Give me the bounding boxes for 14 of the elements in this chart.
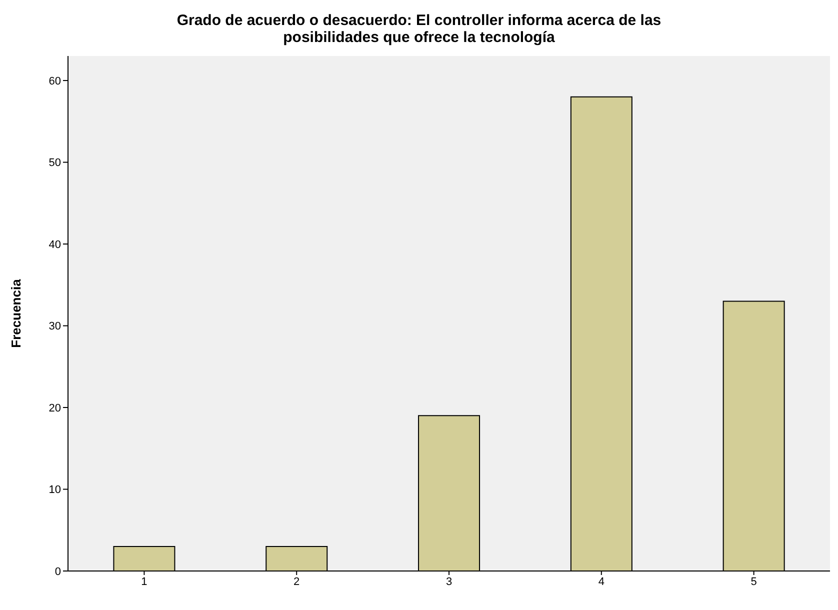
x-tick-label: 3	[446, 576, 452, 588]
x-tick-label: 4	[598, 576, 604, 588]
x-tick-label: 1	[141, 576, 148, 588]
y-tick-label: 20	[48, 402, 61, 414]
y-tick-label: 30	[48, 320, 61, 333]
y-tick-label: 60	[48, 75, 61, 88]
chart-title: Grado de acuerdo o desacuerdo: El controller informa acerca de las posibilidades que ofrece la tecnología	[176, 11, 662, 46]
x-tick-label: 5	[750, 576, 757, 588]
y-tick-label: 0	[54, 566, 61, 578]
x-tick-label: 2	[294, 576, 300, 588]
y-tick-label: 40	[48, 238, 61, 251]
y-axis-title: Frecuencia	[8, 278, 24, 348]
y-tick-label: 10	[48, 484, 61, 496]
y-tick-label: 50	[48, 157, 61, 170]
